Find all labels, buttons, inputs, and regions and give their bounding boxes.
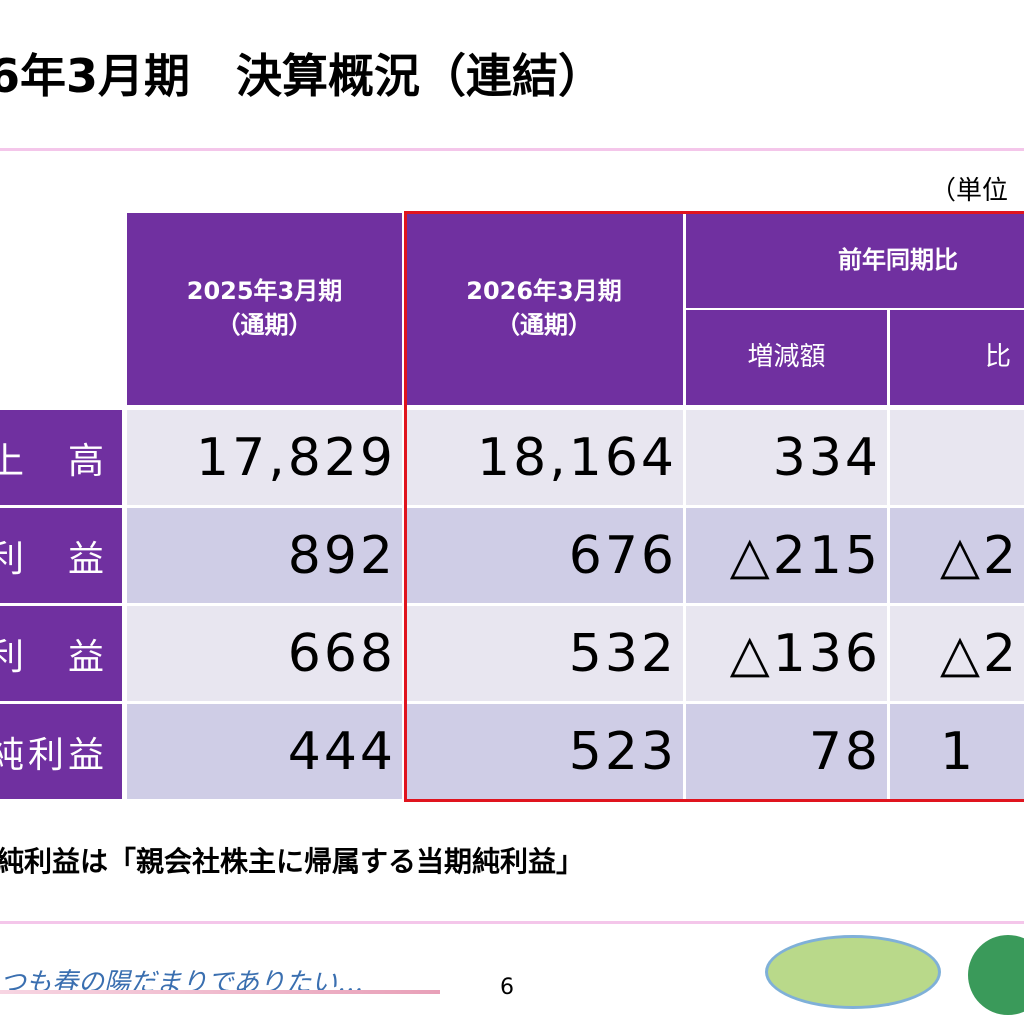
value-cell: 18,164 bbox=[405, 410, 683, 505]
value-cell: 676 bbox=[405, 508, 683, 603]
divider bbox=[0, 921, 1024, 924]
value-cell: 444 bbox=[127, 704, 402, 799]
header-text: （通期） bbox=[496, 311, 592, 339]
value-cell: 892 bbox=[127, 508, 402, 603]
row-label: 上 高 bbox=[0, 410, 122, 505]
header-cell: 前年同期比 bbox=[686, 213, 1024, 308]
page-number: 6 bbox=[500, 975, 514, 1000]
value-cell: △2 bbox=[890, 508, 1024, 603]
header-cell: 比 bbox=[890, 310, 1024, 405]
value-cell: 523 bbox=[405, 704, 683, 799]
value-cell: 334 bbox=[686, 410, 887, 505]
logo bbox=[968, 935, 1024, 1015]
value-cell: △2 bbox=[890, 606, 1024, 701]
header-cell: 2026年3月期 （通期） bbox=[405, 213, 683, 405]
value-cell: 17,829 bbox=[127, 410, 402, 505]
footnote: 純利益は「親会社株主に帰属する当期純利益」 bbox=[0, 845, 585, 878]
value-cell: 668 bbox=[127, 606, 402, 701]
header-cell: 増減額 bbox=[686, 310, 887, 405]
value-cell bbox=[890, 410, 1024, 505]
value-cell: 1 bbox=[890, 704, 1024, 799]
tagline-underline bbox=[0, 990, 440, 994]
unit: （単位 bbox=[930, 176, 1009, 206]
header-text: （通期） bbox=[216, 311, 313, 339]
row-label: 利 益 bbox=[0, 508, 122, 603]
header-text: 2026年3月期 bbox=[466, 277, 622, 306]
logo bbox=[765, 935, 941, 1009]
value-cell: △215 bbox=[686, 508, 887, 603]
row-label: 純利益 bbox=[0, 704, 122, 799]
highlight-frame bbox=[404, 211, 1024, 802]
header-text: 2025年3月期 bbox=[186, 277, 343, 306]
value-cell: 532 bbox=[405, 606, 683, 701]
value-cell: △136 bbox=[686, 606, 887, 701]
header-cell: 2025年3月期 （通期） bbox=[127, 213, 402, 405]
value-cell: 78 bbox=[686, 704, 887, 799]
title: 6年3月期 決算概況（連結） bbox=[0, 49, 605, 103]
row-label: 利 益 bbox=[0, 606, 122, 701]
divider bbox=[0, 148, 1024, 151]
